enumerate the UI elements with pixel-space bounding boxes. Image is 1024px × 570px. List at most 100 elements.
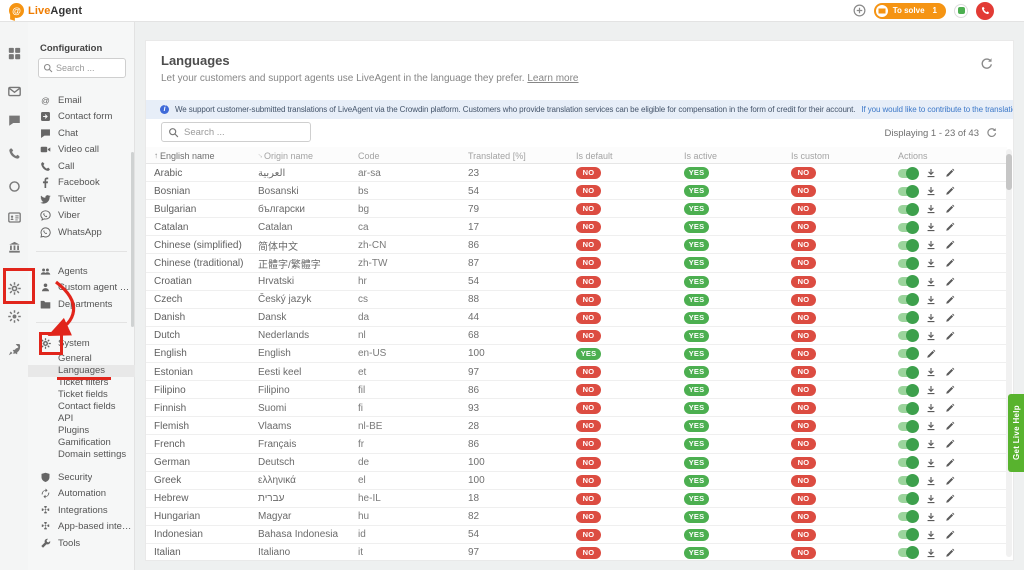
table-row-flemish[interactable]: FlemishVlaamsnl-BE28NOYESNO bbox=[146, 417, 1007, 435]
table-row-greek[interactable]: Greekελληνικάel100NOYESNO bbox=[146, 472, 1007, 490]
table-row-hebrew[interactable]: Hebrewעבריתhe-IL18NOYESNO bbox=[146, 490, 1007, 508]
sidebar-item-facebook[interactable]: Facebook bbox=[28, 175, 135, 192]
edit-pencil-icon[interactable] bbox=[945, 331, 955, 341]
active-toggle[interactable] bbox=[898, 349, 917, 358]
rail-item-customers[interactable] bbox=[0, 209, 28, 225]
table-row-dutch[interactable]: DutchNederlandsnl68NOYESNO bbox=[146, 327, 1007, 345]
rail-item-configuration[interactable] bbox=[0, 280, 28, 296]
edit-pencil-icon[interactable] bbox=[945, 385, 955, 395]
sidebar-subitem-api[interactable]: API bbox=[28, 413, 135, 425]
rail-item-dashboard[interactable] bbox=[0, 45, 28, 61]
learn-more-link[interactable]: Learn more bbox=[527, 73, 578, 84]
table-row-arabic[interactable]: Arabicالعربيةar-sa23NOYESNO bbox=[146, 164, 1007, 182]
active-toggle[interactable] bbox=[898, 331, 917, 340]
phone-status-button[interactable] bbox=[976, 2, 994, 20]
active-toggle[interactable] bbox=[898, 458, 917, 467]
active-toggle[interactable] bbox=[898, 368, 917, 377]
download-icon[interactable] bbox=[926, 186, 936, 196]
download-icon[interactable] bbox=[926, 313, 936, 323]
column-header-origin-name[interactable]: ↓Origin name bbox=[258, 147, 313, 164]
column-header-is-custom[interactable]: Is custom bbox=[791, 147, 830, 164]
download-icon[interactable] bbox=[926, 222, 936, 232]
sidebar-subitem-ticket-filters[interactable]: Ticket filters bbox=[28, 377, 135, 389]
edit-pencil-icon[interactable] bbox=[945, 222, 955, 232]
active-toggle[interactable] bbox=[898, 476, 917, 485]
column-header-is-active[interactable]: Is active bbox=[684, 147, 717, 164]
active-toggle[interactable] bbox=[898, 241, 917, 250]
table-row-chinese-traditional[interactable]: Chinese (traditional)正體字/繁體字zh-TW87NOYES… bbox=[146, 254, 1007, 272]
active-toggle[interactable] bbox=[898, 530, 917, 539]
active-toggle[interactable] bbox=[898, 386, 917, 395]
download-icon[interactable] bbox=[926, 295, 936, 305]
sidebar-item-security[interactable]: Security bbox=[28, 469, 135, 486]
active-toggle[interactable] bbox=[898, 440, 917, 449]
column-header-code[interactable]: Code bbox=[358, 147, 380, 164]
active-toggle[interactable] bbox=[898, 512, 917, 521]
rail-item-tickets[interactable] bbox=[0, 83, 28, 99]
sidebar-subitem-ticket-fields[interactable]: Ticket fields bbox=[28, 389, 135, 401]
active-toggle[interactable] bbox=[898, 169, 917, 178]
table-row-danish[interactable]: DanishDanskda44NOYESNO bbox=[146, 309, 1007, 327]
column-header-english-name[interactable]: ↑English name bbox=[154, 147, 215, 164]
sidebar-item-tools[interactable]: Tools bbox=[28, 535, 135, 552]
sidebar-item-system[interactable]: System bbox=[28, 335, 135, 352]
table-row-croatian[interactable]: CroatianHrvatskihr54NOYESNO bbox=[146, 273, 1007, 291]
active-toggle[interactable] bbox=[898, 259, 917, 268]
edit-pencil-icon[interactable] bbox=[926, 349, 936, 359]
download-icon[interactable] bbox=[926, 258, 936, 268]
edit-pencil-icon[interactable] bbox=[945, 240, 955, 250]
download-icon[interactable] bbox=[926, 421, 936, 431]
table-scrollbar[interactable] bbox=[1006, 149, 1012, 557]
rail-item-upgrade[interactable] bbox=[0, 341, 28, 357]
sidebar-item-email[interactable]: @Email bbox=[28, 92, 135, 109]
edit-pencil-icon[interactable] bbox=[945, 295, 955, 305]
table-row-estonian[interactable]: EstonianEesti keelet97NOYESNO bbox=[146, 363, 1007, 381]
edit-pencil-icon[interactable] bbox=[945, 204, 955, 214]
active-toggle[interactable] bbox=[898, 223, 917, 232]
active-toggle[interactable] bbox=[898, 404, 917, 413]
edit-pencil-icon[interactable] bbox=[945, 494, 955, 504]
sidebar-item-whatsapp[interactable]: WhatsApp bbox=[28, 224, 135, 241]
edit-pencil-icon[interactable] bbox=[945, 439, 955, 449]
table-row-indonesian[interactable]: IndonesianBahasa Indonesiaid54NOYESNO bbox=[146, 526, 1007, 544]
active-toggle[interactable] bbox=[898, 494, 917, 503]
edit-pencil-icon[interactable] bbox=[945, 186, 955, 196]
sidebar-item-call[interactable]: Call bbox=[28, 158, 135, 175]
table-row-french[interactable]: FrenchFrançaisfr86NOYESNO bbox=[146, 435, 1007, 453]
download-icon[interactable] bbox=[926, 548, 936, 558]
liveagent-logo[interactable]: @ LiveAgent bbox=[9, 3, 82, 18]
sidebar-item-automation[interactable]: Automation bbox=[28, 486, 135, 503]
add-icon[interactable] bbox=[853, 4, 866, 17]
active-toggle[interactable] bbox=[898, 422, 917, 431]
download-icon[interactable] bbox=[926, 385, 936, 395]
active-toggle[interactable] bbox=[898, 313, 917, 322]
edit-pencil-icon[interactable] bbox=[945, 512, 955, 522]
table-row-english[interactable]: EnglishEnglishen-US100YESYESNO bbox=[146, 345, 1007, 363]
download-icon[interactable] bbox=[926, 168, 936, 178]
sidebar-item-chat[interactable]: Chat bbox=[28, 125, 135, 142]
rail-item-billing[interactable] bbox=[0, 239, 28, 255]
sidebar-subitem-gamification[interactable]: Gamification bbox=[28, 437, 135, 449]
download-icon[interactable] bbox=[926, 403, 936, 413]
sidebar-item-custom-agent-rol[interactable]: Custom agent rol.. bbox=[28, 280, 135, 297]
table-row-hungarian[interactable]: HungarianMagyarhu82NOYESNO bbox=[146, 508, 1007, 526]
edit-pencil-icon[interactable] bbox=[945, 458, 955, 468]
download-icon[interactable] bbox=[926, 277, 936, 287]
sidebar-item-app-based-integr[interactable]: App-based integr.. bbox=[28, 519, 135, 536]
scrollbar-thumb[interactable] bbox=[1006, 154, 1012, 190]
sidebar-subitem-plugins[interactable]: Plugins bbox=[28, 425, 135, 437]
edit-pencil-icon[interactable] bbox=[945, 367, 955, 377]
download-icon[interactable] bbox=[926, 439, 936, 449]
active-toggle[interactable] bbox=[898, 548, 917, 557]
get-live-help-button[interactable]: Get Live Help bbox=[1008, 394, 1024, 472]
download-icon[interactable] bbox=[926, 530, 936, 540]
banner-link[interactable]: If you would like to contribute to the t… bbox=[861, 105, 1013, 114]
download-icon[interactable] bbox=[926, 512, 936, 522]
edit-pencil-icon[interactable] bbox=[945, 168, 955, 178]
sidebar-subitem-contact-fields[interactable]: Contact fields bbox=[28, 401, 135, 413]
active-toggle[interactable] bbox=[898, 277, 917, 286]
sidebar-item-departments[interactable]: Departments bbox=[28, 296, 135, 313]
download-icon[interactable] bbox=[926, 204, 936, 214]
sidebar-search-input[interactable] bbox=[56, 59, 124, 77]
to-solve-button[interactable]: To solve 1 bbox=[874, 3, 946, 19]
